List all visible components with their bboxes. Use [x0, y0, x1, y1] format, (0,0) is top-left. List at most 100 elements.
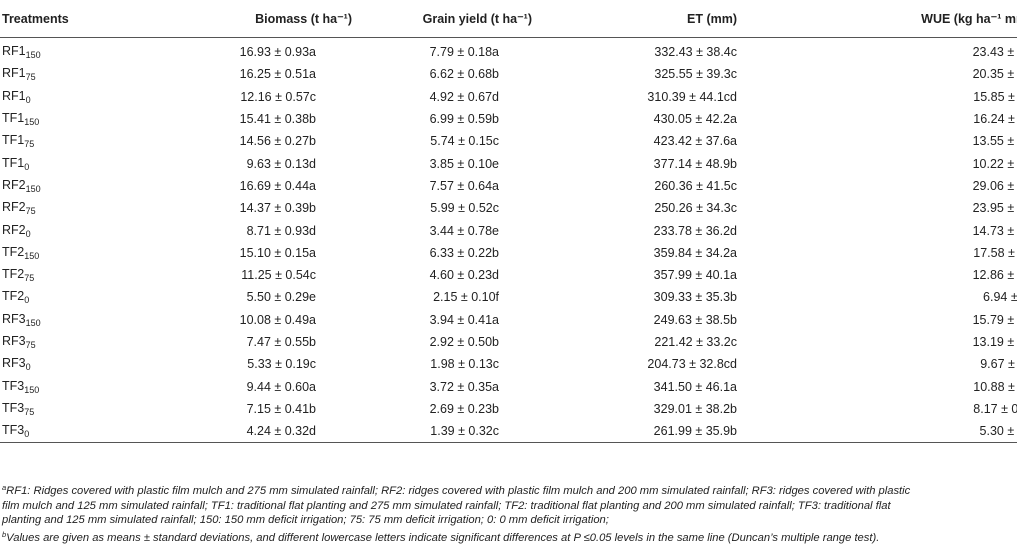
table-header-row: Treatments Biomass (t ha⁻¹) Grain yield … [0, 0, 1017, 38]
cell-et: 233.78 ± 36.2d [653, 223, 737, 238]
treatment-code: RF1 [2, 44, 26, 59]
cell-et: 250.26 ± 34.3c [654, 201, 737, 216]
table-row: RF2150 16.69 ± 0.44a 7.57 ± 0.64a 260.36 ± … [0, 175, 1017, 197]
cell-biomass: 9.44 ± 0.60a [246, 379, 316, 394]
treatment-code: TF3 [2, 423, 25, 438]
cell-wue: 15.79 ± 0.8a [972, 312, 1017, 327]
cell-grain-yield: 2.92 ± 0.50b [429, 335, 499, 349]
treatment-subscript: 0 [25, 94, 31, 105]
cell-wue: 17.58 ± 1.1c [973, 245, 1017, 260]
cell-biomass: 14.56 ± 0.27b [239, 134, 316, 149]
cell-biomass: 16.69 ± 0.44a [239, 178, 316, 193]
footnote-a-line-1: RF1: Ridges covered with plastic film mu… [6, 485, 911, 497]
cell-grain-yield: 7.57 ± 0.64a [429, 178, 499, 193]
cell-wue: 12.86 ± 1.2e [972, 268, 1017, 283]
cell-wue: 6.94 ± 0.8f [983, 290, 1017, 305]
table-body: RF1150 16.93 ± 0.93a 7.79 ± 0.18a 332.43 ± … [0, 38, 1017, 444]
cell-treatment: RF375 [0, 331, 152, 353]
table-row: RF375 7.47 ± 0.55b 2.92 ± 0.50b 221.42 ± 33… [0, 331, 1017, 353]
cell-treatment: RF1150 [0, 38, 152, 64]
treatment-subscript: 0 [24, 295, 30, 306]
table-row: TF10 9.63 ± 0.13d 3.85 ± 0.10e 377.14 ± 48.… [0, 152, 1017, 174]
cell-grain-yield: 6.99 ± 0.59b [429, 112, 499, 127]
cell-et: 310.39 ± 44.1cd [647, 89, 737, 104]
cell-wue: 5.30 ± 0.5e [772, 420, 1017, 444]
cell-et: 341.50 ± 46.1a [653, 379, 737, 394]
cell-biomass: 8.71 ± 0.93d [246, 223, 316, 238]
cell-biomass: 5.50 ± 0.29e [246, 290, 316, 305]
treatment-subscript: 0 [25, 362, 31, 373]
cell-et: 204.73 ± 32.8cd [647, 357, 737, 372]
cell-treatment: TF3150 [0, 375, 152, 397]
treatment-subscript: 150 [24, 384, 40, 395]
treatment-code: RF2 [2, 222, 26, 237]
table-row: TF20 5.50 ± 0.29e 2.15 ± 0.10f 309.33 ± 35.… [0, 286, 1017, 308]
cell-wue: 23.95 ± 0.9b [972, 201, 1017, 216]
cell-treatment: TF275 [0, 264, 152, 286]
cell-et: 357.99 ± 40.1a [653, 268, 737, 283]
cell-biomass: 9.63 ± 0.13d [246, 156, 316, 171]
table-row: TF2150 15.10 ± 0.15a 6.33 ± 0.22b 359.84 ± … [0, 242, 1017, 264]
cell-et: 249.63 ± 38.5b [653, 312, 737, 327]
table-row: RF3150 10.08 ± 0.49a 3.94 ± 0.41a 249.63 ± … [0, 309, 1017, 331]
header-biomass: Biomass (t ha⁻¹) [152, 0, 352, 38]
table-row: TF175 14.56 ± 0.27b 5.74 ± 0.15c 423.42 ± 3… [0, 130, 1017, 152]
cell-grain-yield: 3.85 ± 0.10e [429, 156, 499, 171]
cell-treatment: RF275 [0, 197, 152, 219]
cell-biomass: 7.15 ± 0.41b [246, 401, 316, 416]
header-grain-yield: Grain yield (t ha⁻¹) [352, 0, 532, 38]
treatment-subscript: 75 [24, 139, 35, 150]
treatment-code: RF1 [2, 88, 26, 103]
cell-et: 325.55 ± 39.3c [654, 67, 737, 82]
cell-wue: 8.17 ± 0.7cd [973, 401, 1017, 416]
treatment-code: TF3 [2, 400, 25, 415]
cell-biomass: 7.47 ± 0.55b [246, 335, 316, 349]
cell-treatment: RF10 [0, 86, 152, 108]
treatment-code: RF2 [2, 200, 26, 215]
cell-wue: 15.85 ± 0.8c [973, 89, 1017, 104]
treatment-subscript: 75 [25, 206, 36, 217]
footnote-a-line-3: planting and 125 mm simulated rainfall; … [2, 514, 609, 527]
cell-biomass: 15.41 ± 0.38b [239, 112, 316, 127]
cell-biomass: 10.08 ± 0.49a [239, 312, 316, 327]
cell-biomass: 14.37 ± 0.39b [239, 201, 316, 216]
cell-et: 309.33 ± 35.3b [653, 290, 737, 305]
cell-treatment: RF30 [0, 353, 152, 375]
cell-treatment: TF175 [0, 130, 152, 152]
cell-grain-yield: 3.72 ± 0.35a [429, 379, 499, 394]
cell-wue: 9.67 ± 0.7c [980, 357, 1017, 372]
cell-grain-yield: 1.98 ± 0.13c [430, 357, 499, 372]
cell-biomass: 12.16 ± 0.57c [240, 89, 316, 104]
treatment-code: RF3 [2, 356, 26, 371]
table-row: RF275 14.37 ± 0.39b 5.99 ± 0.52c 250.26 ± 3… [0, 197, 1017, 219]
treatment-code: TF1 [2, 155, 25, 170]
treatment-subscript: 75 [24, 273, 35, 284]
cell-grain-yield: 4.92 ± 0.67d [429, 89, 499, 104]
treatment-code: TF2 [2, 267, 25, 282]
treatment-subscript: 75 [24, 406, 35, 417]
treatment-subscript: 75 [25, 340, 36, 350]
results-table: Treatments Biomass (t ha⁻¹) Grain yield … [0, 0, 1017, 444]
cell-et: 260.36 ± 41.5c [654, 178, 737, 193]
footnote-a-line-2: film mulch and 125 mm simulated rainfall… [2, 499, 891, 512]
cell-et: 332.43 ± 38.4c [654, 45, 737, 60]
cell-biomass: 4.24 ± 0.32d [152, 420, 352, 444]
cell-et: 329.01 ± 38.2b [653, 401, 737, 416]
cell-treatment: TF375 [0, 398, 152, 420]
cell-et: 221.42 ± 33.2c [654, 335, 737, 349]
cell-wue: 29.06 ± 1.2a [972, 178, 1017, 193]
cell-wue: 20.35 ± 0.9b [972, 67, 1017, 82]
treatment-code: TF3 [2, 378, 25, 393]
treatment-code: TF1 [2, 133, 25, 148]
treatment-code: TF1 [2, 111, 25, 126]
table-row: RF10 12.16 ± 0.57c 4.92 ± 0.67d 310.39 ± 44… [0, 86, 1017, 108]
footnote-a: aRF1: Ridges covered with plastic film m… [2, 481, 1014, 499]
treatment-code: RF1 [2, 66, 26, 81]
header-et: ET (mm) [532, 0, 772, 38]
table-row: RF175 16.25 ± 0.51a 6.62 ± 0.68b 325.55 ± 3… [0, 63, 1017, 85]
cell-grain-yield: 4.60 ± 0.23d [429, 268, 499, 283]
table-row: RF1150 16.93 ± 0.93a 7.79 ± 0.18a 332.43 ± … [0, 38, 1017, 64]
cell-treatment: TF20 [0, 286, 152, 308]
cell-et: 377.14 ± 48.9b [653, 156, 737, 171]
